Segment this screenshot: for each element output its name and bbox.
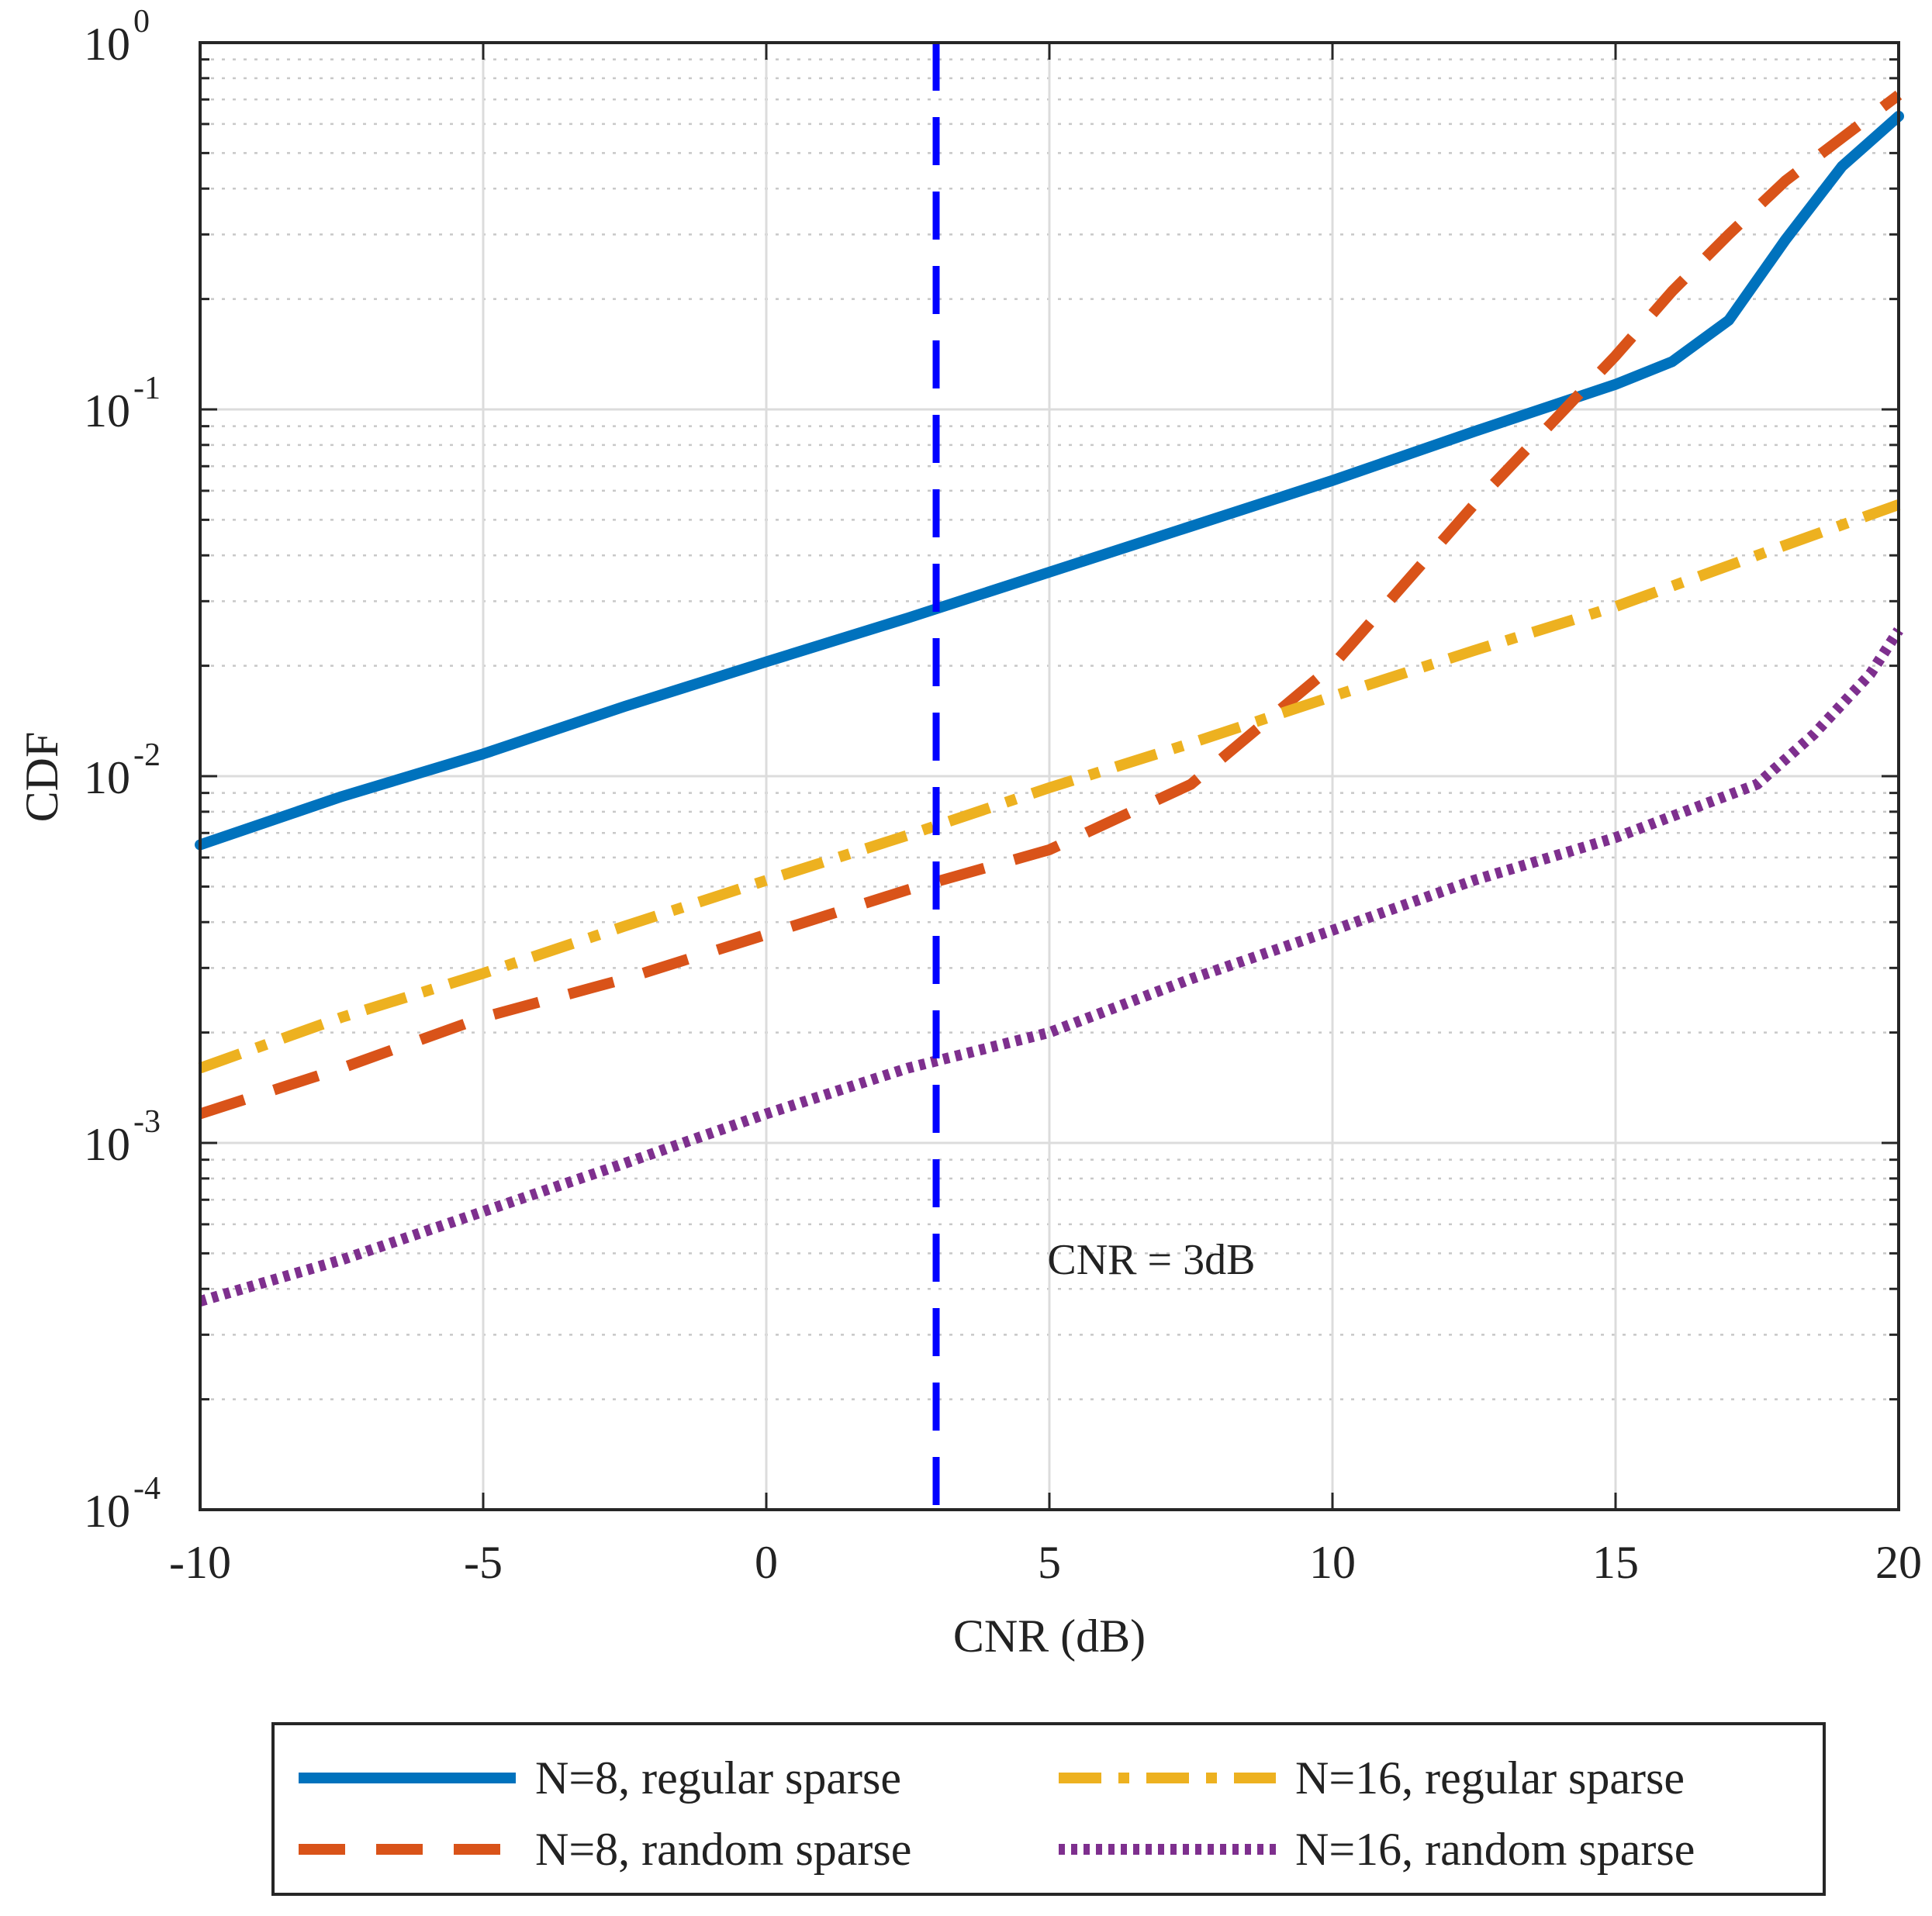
x-axis-label: CNR (dB) [953, 1610, 1146, 1662]
legend: N=8, regular sparse N=8, random sparse N=1… [271, 1722, 1826, 1896]
legend-label-3: N=16, regular sparse [1295, 1752, 1685, 1804]
legend-label-4: N=16, random sparse [1295, 1824, 1695, 1875]
x-tick-label: -10 [169, 1537, 231, 1588]
y-tick-label: 10 0 [84, 4, 150, 70]
x-tick-label: -5 [464, 1537, 503, 1588]
y-tick-exponent: -2 [133, 737, 161, 773]
x-tick-label: 0 [755, 1537, 778, 1588]
x-tick-label: 20 [1875, 1537, 1922, 1588]
y-tick-label: 10 -3 [84, 1104, 161, 1170]
x-tick-label: 15 [1592, 1537, 1639, 1588]
x-tick-label: 5 [1038, 1537, 1061, 1588]
y-tick-exponent: 0 [133, 4, 150, 40]
cnr-annotation: CNR = 3dB [1047, 1236, 1255, 1284]
y-tick-exponent: -4 [133, 1471, 161, 1507]
y-tick-base: 10 [84, 752, 130, 803]
series-line-3 [198, 499, 1901, 1074]
y-tick-base: 10 [84, 19, 130, 70]
y-tick-base: 10 [84, 1119, 130, 1170]
legend-box [271, 1722, 1826, 1896]
y-tick-base: 10 [84, 385, 130, 437]
series-layer [195, 90, 1904, 1307]
x-tick-label: 10 [1309, 1537, 1356, 1588]
y-tick-base: 10 [84, 1486, 130, 1537]
y-tick-label: 10 -4 [84, 1471, 161, 1537]
x-tick-labels: -10 -5 0 5 10 15 20 [169, 1537, 1922, 1588]
y-tick-exponent: -3 [133, 1104, 161, 1140]
series-line-1 [195, 110, 1904, 851]
legend-label-2: N=8, random sparse [535, 1824, 911, 1875]
y-tick-label: 10 -2 [84, 737, 161, 803]
plot-frame [199, 41, 1900, 1511]
y-tick-exponent: -1 [133, 371, 161, 406]
y-axis-label: CDF [16, 732, 67, 823]
y-tick-label: 10 -1 [84, 371, 161, 437]
legend-label-1: N=8, regular sparse [535, 1752, 901, 1804]
series-line-4 [199, 627, 1903, 1307]
